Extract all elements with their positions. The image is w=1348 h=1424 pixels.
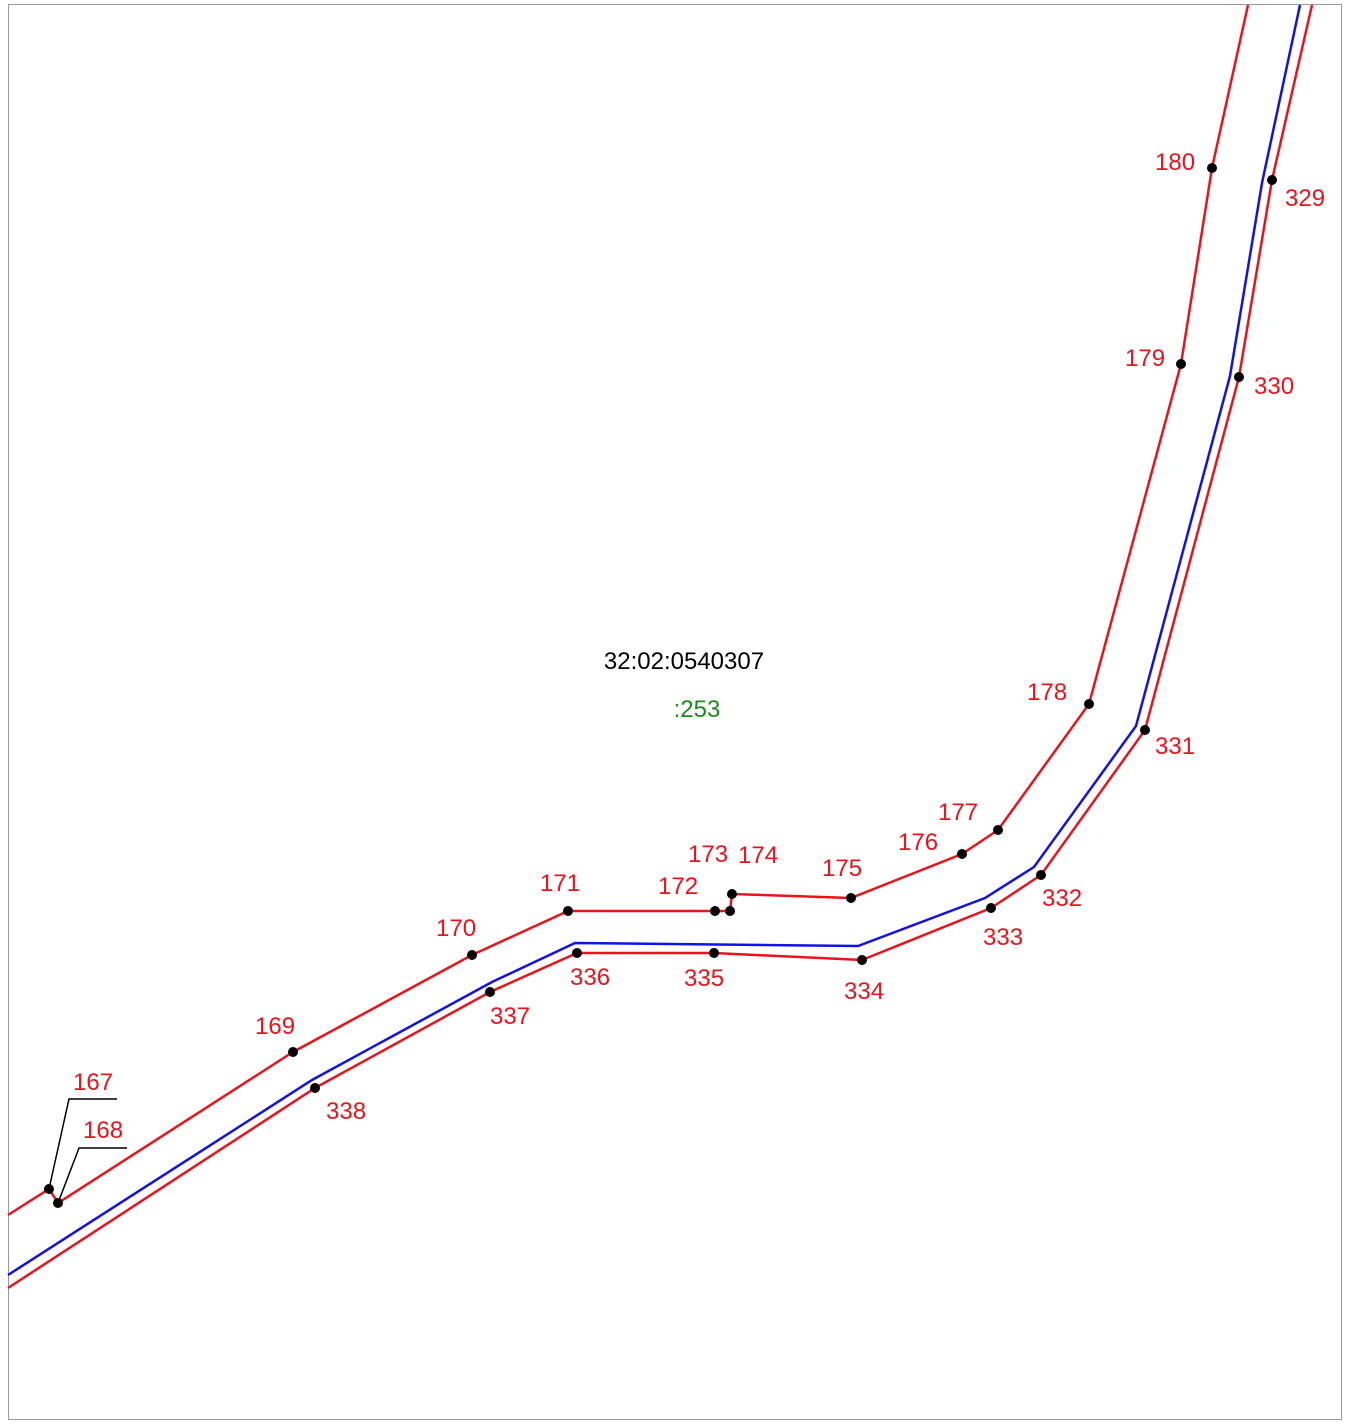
vertex-334 xyxy=(857,955,867,965)
leader-168 xyxy=(57,1147,127,1204)
label-335: 335 xyxy=(684,965,724,992)
vertex-167 xyxy=(44,1184,54,1194)
label-338: 338 xyxy=(326,1098,366,1125)
vertex-174 xyxy=(727,889,737,899)
map-frame xyxy=(8,4,1342,1420)
vertex-180 xyxy=(1207,163,1217,173)
boundary-line-upper xyxy=(7,4,1250,1217)
label-178: 178 xyxy=(1027,679,1067,706)
vertex-176 xyxy=(957,849,967,859)
label-334: 334 xyxy=(844,978,884,1005)
vertex-168 xyxy=(53,1198,63,1208)
vertex-329 xyxy=(1267,175,1277,185)
label-337: 337 xyxy=(490,1003,530,1030)
vertex-177 xyxy=(993,825,1003,835)
label-330: 330 xyxy=(1254,373,1294,400)
vertex-179 xyxy=(1176,359,1186,369)
label-169: 169 xyxy=(255,1013,295,1040)
vertex-169 xyxy=(288,1047,298,1057)
vertex-171 xyxy=(563,906,573,916)
label-176: 176 xyxy=(898,829,938,856)
label-168: 168 xyxy=(83,1117,123,1144)
label-329: 329 xyxy=(1285,185,1325,212)
label-167: 167 xyxy=(73,1069,113,1096)
boundary-line-lower xyxy=(7,4,1314,1290)
vertex-172 xyxy=(710,906,720,916)
vertex-330 xyxy=(1234,372,1244,382)
label-331: 331 xyxy=(1155,733,1195,760)
label-170: 170 xyxy=(436,915,476,942)
label-175: 175 xyxy=(822,855,862,882)
vertex-170 xyxy=(467,950,477,960)
leader-167 xyxy=(48,1098,117,1190)
vertex-331 xyxy=(1140,725,1150,735)
label-177: 177 xyxy=(938,799,978,826)
vertex-335 xyxy=(709,948,719,958)
vertex-338 xyxy=(310,1083,320,1093)
vertex-336 xyxy=(572,948,582,958)
vertex-332 xyxy=(1036,870,1046,880)
vertex-175 xyxy=(846,893,856,903)
vertex-173 xyxy=(725,906,735,916)
label-336: 336 xyxy=(570,964,610,991)
centerline xyxy=(7,4,1302,1277)
label-171: 171 xyxy=(540,870,580,897)
label-180: 180 xyxy=(1155,149,1195,176)
label-333: 333 xyxy=(983,924,1023,951)
vertex-337 xyxy=(485,987,495,997)
vertex-178 xyxy=(1084,699,1094,709)
block-number: 32:02:0540307 xyxy=(604,648,764,675)
label-179: 179 xyxy=(1125,345,1165,372)
label-173: 173 xyxy=(688,841,728,868)
label-172: 172 xyxy=(658,873,698,900)
parcel-number: :253 xyxy=(674,696,721,723)
vertex-333 xyxy=(986,903,996,913)
label-174: 174 xyxy=(738,842,778,869)
label-332: 332 xyxy=(1042,885,1082,912)
